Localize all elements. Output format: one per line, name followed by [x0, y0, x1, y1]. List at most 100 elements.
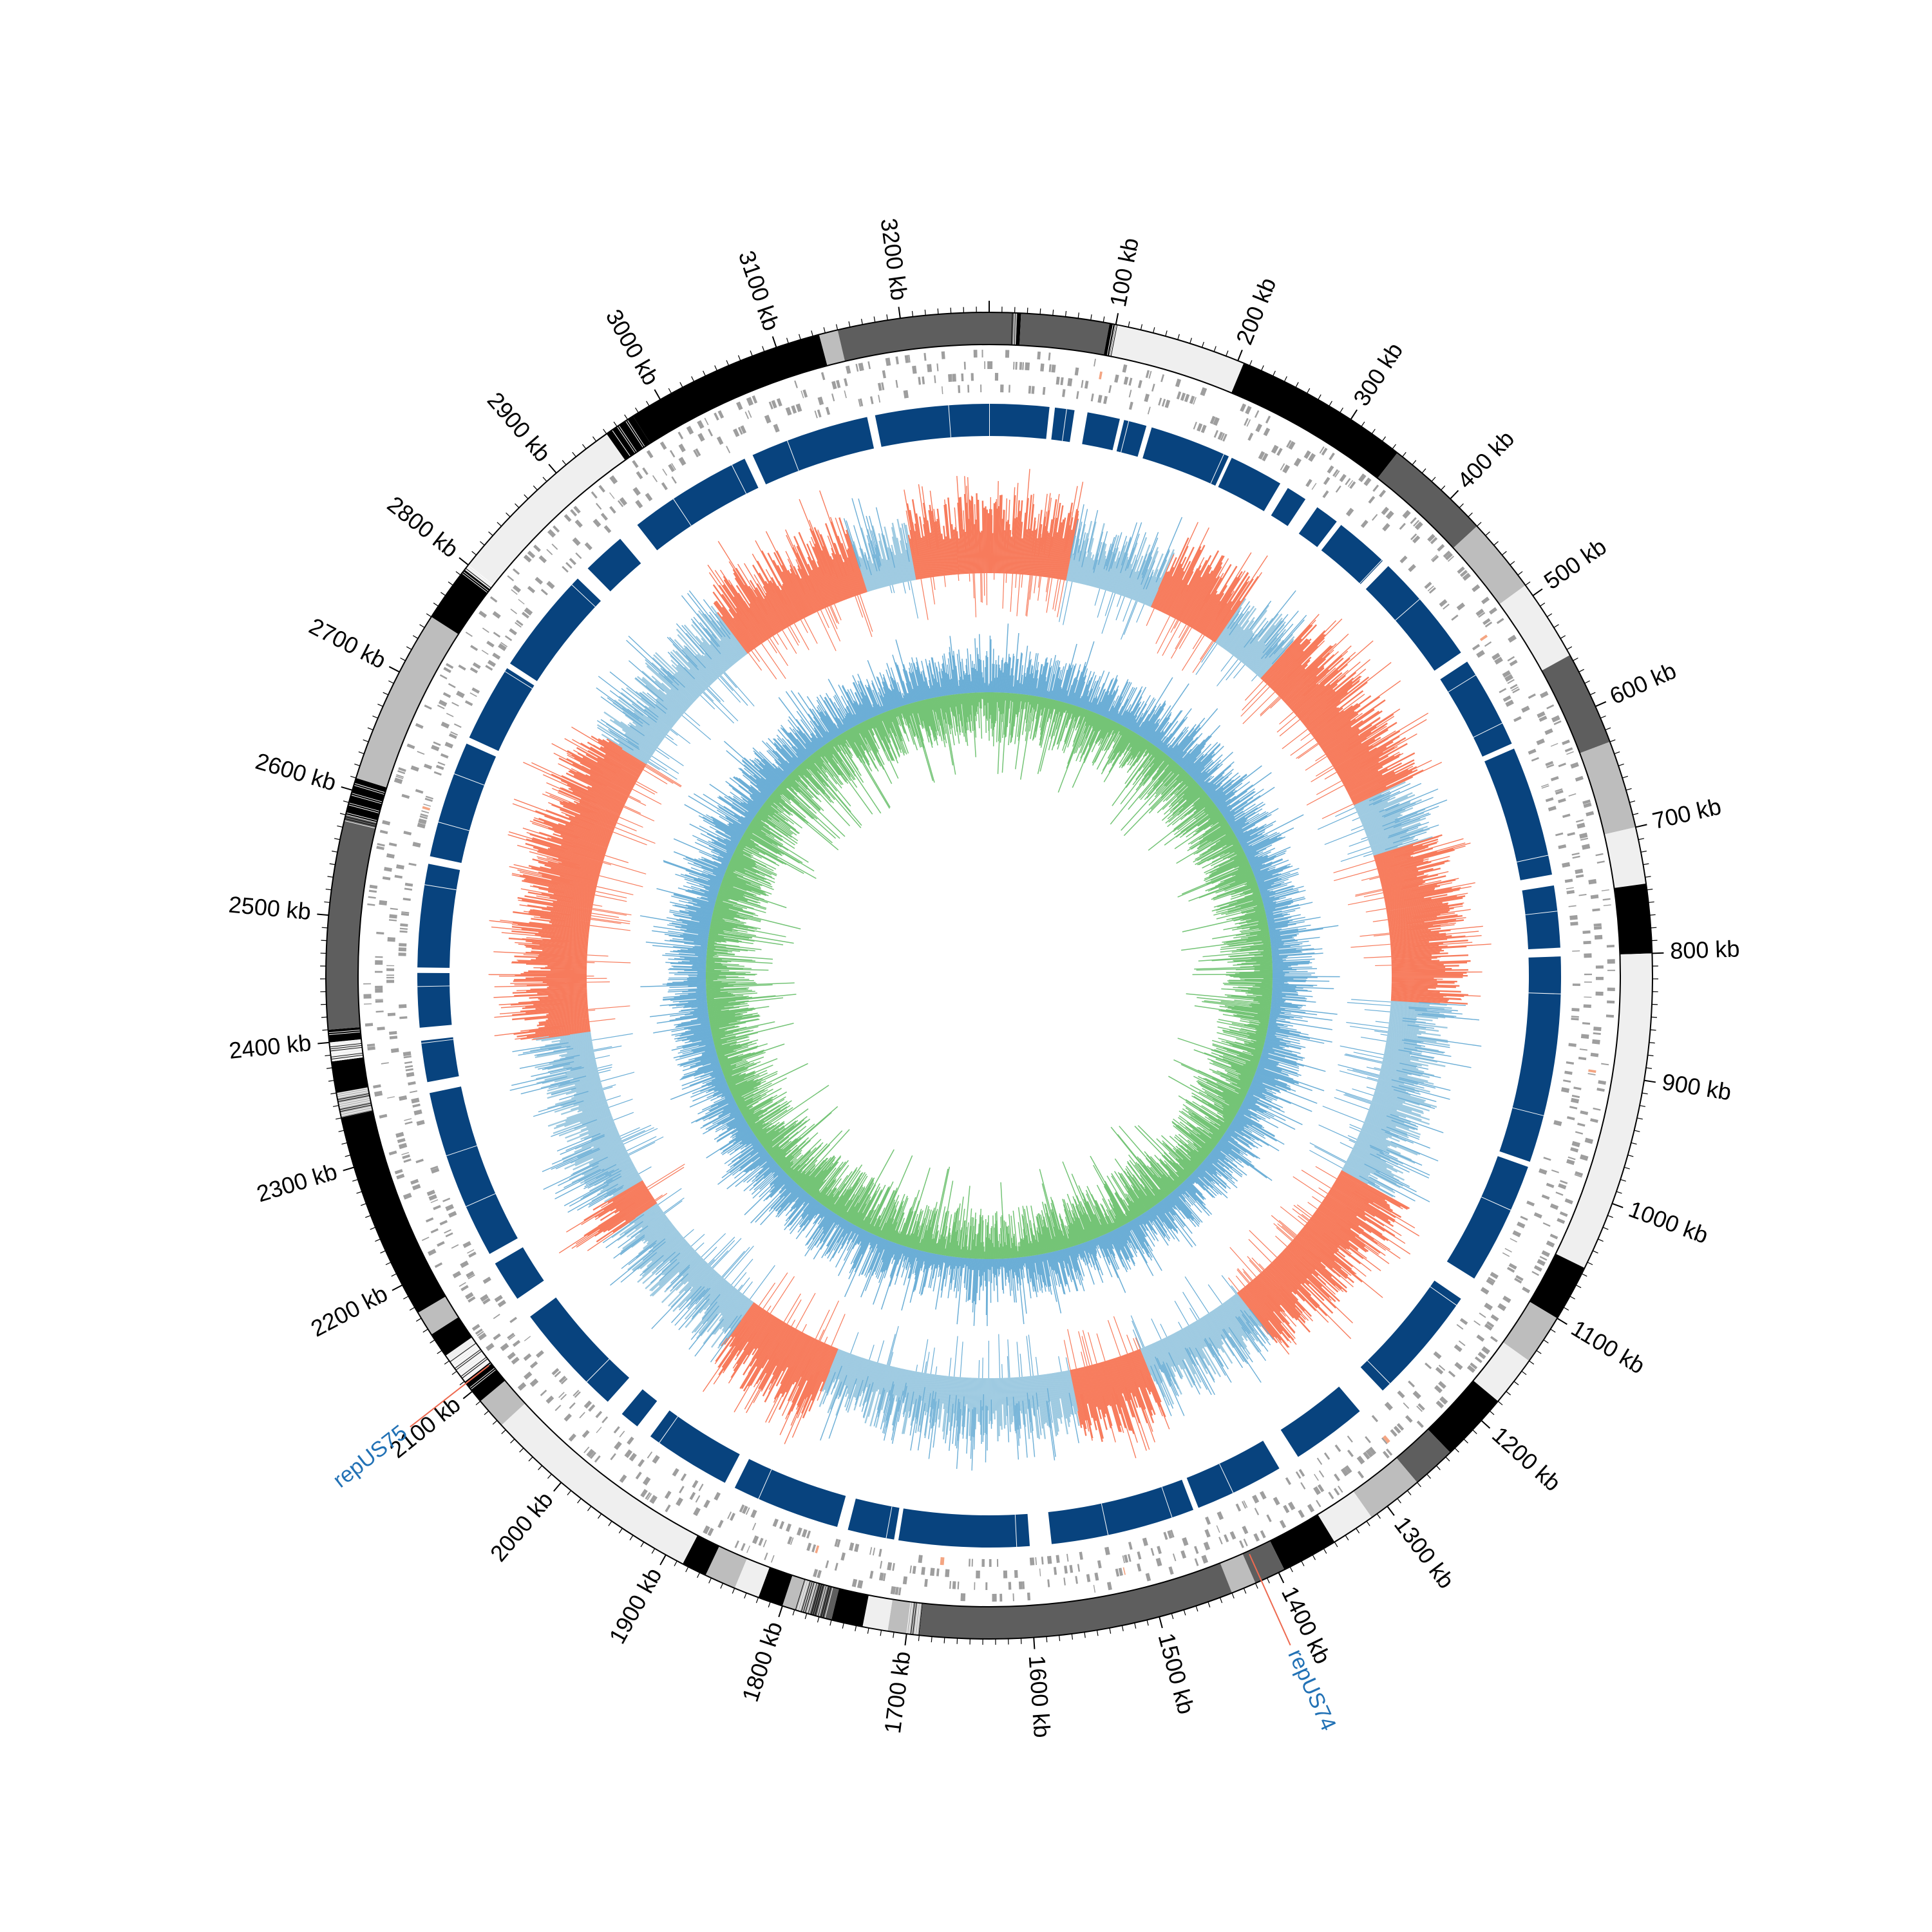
feature-tile — [1184, 393, 1190, 402]
karyotype-stripe — [804, 1582, 815, 1613]
gc-skew-inner-spike — [969, 573, 971, 582]
gc-skew-inner-spike — [629, 1142, 656, 1156]
minor-tick — [1329, 401, 1332, 406]
feature-tile — [665, 1504, 671, 1513]
major-tick — [1595, 701, 1607, 707]
gc-skew-positive-bar — [1320, 1204, 1378, 1245]
feature-tile — [1403, 1402, 1410, 1409]
gc-skew-negative-bar — [1222, 1303, 1247, 1338]
minor-tick — [1521, 1370, 1527, 1376]
feature-tile — [1510, 684, 1518, 690]
feature-tile — [1595, 853, 1604, 857]
gc-skew-positive-bar — [1389, 930, 1432, 936]
feature-tile — [750, 1509, 757, 1519]
gc-skew-inner-spike — [1120, 600, 1137, 640]
gc-skew-inner-spike — [1078, 1331, 1088, 1367]
feature-tile — [469, 692, 477, 697]
tick-label: 2900 kb — [482, 387, 556, 467]
feature-tile — [1549, 1233, 1558, 1240]
feature-tile — [386, 853, 395, 859]
minor-tick — [409, 1307, 415, 1311]
karyotype-stripe — [336, 1087, 368, 1094]
feature-tile — [1477, 1351, 1486, 1359]
gc-skew-negative-bar — [1160, 1339, 1175, 1367]
feature-tile — [444, 741, 453, 749]
feature-tile — [1561, 1087, 1570, 1094]
feature-tile — [412, 1184, 421, 1191]
feature-tile — [1545, 761, 1554, 766]
gc-skew-spike — [1372, 782, 1422, 806]
gc-skew-negative-bar — [1361, 802, 1411, 824]
gc-skew-positive-bar — [1121, 1355, 1141, 1408]
gc-skew-positive-bar — [1335, 750, 1370, 772]
gc-skew-positive-bar — [1176, 554, 1212, 620]
minor-tick — [1177, 334, 1180, 340]
gc-skew-inner-spike — [1322, 1106, 1365, 1123]
gc-skew-negative-bar — [1361, 1128, 1387, 1140]
gc-skew-positive-bar — [1212, 600, 1241, 642]
feature-tile — [1253, 1533, 1260, 1542]
karyotype-stripe — [353, 786, 384, 797]
feature-tile — [707, 428, 714, 437]
feature-tile — [867, 361, 871, 370]
block-separator — [421, 1039, 453, 1044]
feature-tile — [513, 585, 522, 593]
minor-tick — [352, 1179, 358, 1182]
karyotype-stripe — [451, 1344, 478, 1364]
gc-skew-spike — [1155, 550, 1170, 583]
gc-skew-spike — [1419, 1002, 1466, 1006]
gc-skew-spike — [1390, 1113, 1444, 1133]
gc-skew-inner-spike — [1157, 618, 1176, 654]
conserved-block — [898, 1508, 1030, 1548]
gc-skew-positive-bar — [1351, 769, 1418, 802]
feature-tile — [903, 390, 909, 399]
gc-skew-positive-bar — [1307, 1220, 1340, 1247]
feature-tile — [963, 361, 966, 370]
gc-skew-inner-spike — [1025, 575, 1030, 616]
karyotype-stripe — [337, 1093, 370, 1100]
gc-skew-positive-bar — [1283, 654, 1335, 702]
gc-skew-inner-spike — [1082, 1330, 1093, 1365]
minor-tick — [1201, 341, 1204, 348]
gc-skew-positive-bar — [1249, 1282, 1285, 1323]
feature-tile — [1456, 1323, 1464, 1330]
feature-tile — [981, 350, 983, 358]
feature-tile — [1340, 1467, 1349, 1477]
gc-skew-spike — [1322, 699, 1341, 715]
gc-skew-negative-bar — [1142, 569, 1159, 605]
gc-skew-positive-bar — [1382, 875, 1446, 891]
feature-tile — [1371, 1415, 1379, 1423]
feature-tile — [1203, 1541, 1211, 1551]
gc-skew-positive-bar — [1260, 624, 1311, 679]
feature-tile — [1582, 844, 1591, 850]
feature-tile — [1444, 553, 1453, 561]
feature-tile — [609, 506, 616, 514]
gc-skew-spike — [1110, 532, 1122, 569]
feature-tile — [440, 753, 449, 759]
feature-tile — [524, 1371, 533, 1380]
minor-tick — [321, 1016, 328, 1018]
gc-skew-negative-bar — [1388, 1028, 1441, 1037]
gc-skew-positive-bar — [1341, 743, 1408, 781]
feature-tile — [469, 667, 478, 674]
feature-tile — [510, 609, 518, 614]
gc-skew-inner-spike — [749, 1265, 775, 1300]
gc-skew-negative-bar — [1230, 629, 1250, 654]
minor-tick — [1406, 1490, 1412, 1495]
feature-tile — [902, 1576, 908, 1585]
feature-tile — [1571, 1018, 1579, 1021]
gc-skew-negative-bar — [1229, 1297, 1250, 1323]
gc-skew-inner-spike — [1361, 875, 1379, 881]
feature-tile — [645, 1492, 651, 1500]
gc-skew-negative-bar — [1220, 1304, 1243, 1337]
feature-tile — [1443, 603, 1450, 610]
feature-tile — [844, 390, 847, 399]
gc-skew-positive-bar — [1274, 664, 1302, 692]
gc-skew-spike — [1399, 1063, 1429, 1070]
gc-skew-positive-bar — [1130, 1352, 1153, 1410]
gc-skew-spike — [1388, 827, 1419, 838]
feature-tile — [1384, 1401, 1393, 1411]
tick-label: 400 kb — [1452, 425, 1520, 493]
feature-tile — [1333, 1488, 1340, 1496]
gc-skew-positive-bar — [1111, 1359, 1124, 1394]
